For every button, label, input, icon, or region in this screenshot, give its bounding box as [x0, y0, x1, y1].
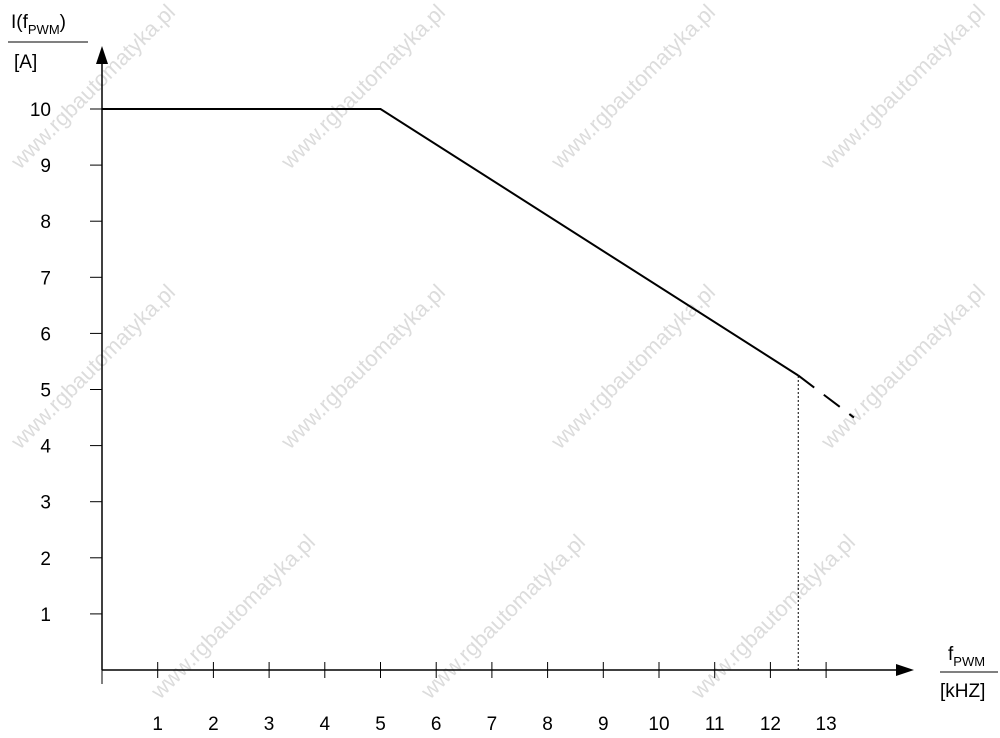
watermark-text: www.rgbautomatyka.pl — [545, 0, 720, 174]
y-axis-title-main: I(f — [11, 12, 29, 33]
watermark-text: www.rgbautomatyka.pl — [275, 279, 450, 454]
watermark-text: www.rgbautomatyka.pl — [545, 279, 720, 454]
y-axis-unit: [A] — [14, 52, 37, 73]
y-axis-title: I(fPWM) — [11, 12, 66, 37]
y-tick-label: 3 — [40, 493, 51, 514]
x-tick-label: 5 — [375, 714, 386, 735]
x-tick-label: 3 — [264, 714, 275, 735]
x-axis-unit: [kHZ] — [940, 681, 985, 702]
y-tick-label: 4 — [40, 437, 51, 458]
x-tick-label: 8 — [542, 714, 553, 735]
x-tick-label: 13 — [816, 714, 837, 735]
watermark-text: www.rgbautomatyka.pl — [685, 529, 860, 704]
x-tick-label: 9 — [598, 714, 609, 735]
y-tick-label: 5 — [40, 381, 51, 402]
y-tick-label: 10 — [30, 100, 51, 121]
y-tick-label: 6 — [40, 324, 51, 345]
y-axis-title-close: ) — [60, 12, 66, 33]
x-axis-arrow — [896, 664, 914, 676]
y-tick-label: 1 — [40, 605, 51, 626]
y-axis-title-sub: PWM — [28, 22, 60, 37]
y-tick-label: 2 — [40, 549, 51, 570]
current-line-dashed — [797, 374, 855, 419]
x-tick-label: 2 — [208, 714, 219, 735]
watermark-layer: www.rgbautomatyka.pl www.rgbautomatyka.pl… — [5, 0, 990, 704]
x-axis-title-sub: PWM — [953, 654, 985, 669]
x-ticks: 1 2 3 4 5 6 7 8 9 10 11 12 13 — [101, 662, 837, 735]
x-axis-title: fPWM — [948, 644, 985, 669]
x-tick-label: 12 — [760, 714, 781, 735]
watermark-text: www.rgbautomatyka.pl — [815, 279, 990, 454]
x-axis-title-main: f — [948, 644, 954, 665]
x-tick-label: 10 — [648, 714, 669, 735]
series-layer — [102, 108, 855, 419]
x-tick-label: 11 — [705, 714, 725, 735]
x-tick-label: 4 — [320, 714, 331, 735]
watermark-text: www.rgbautomatyka.pl — [5, 279, 180, 454]
watermark-text: www.rgbautomatyka.pl — [275, 0, 450, 174]
y-ticks: 1 2 3 4 5 6 7 8 9 10 — [30, 100, 102, 626]
x-tick-label: 7 — [487, 714, 498, 735]
y-axis-arrow — [96, 46, 108, 64]
watermark-text: www.rgbautomatyka.pl — [815, 0, 990, 174]
watermark-text: www.rgbautomatyka.pl — [145, 529, 320, 704]
y-tick-label: 9 — [40, 156, 51, 177]
x-tick-label: 6 — [431, 714, 442, 735]
y-tick-label: 8 — [40, 212, 51, 233]
x-tick-label: 1 — [152, 714, 163, 735]
y-tick-label: 7 — [40, 268, 51, 289]
axes — [96, 46, 914, 676]
watermark-text: www.rgbautomatyka.pl — [415, 529, 590, 704]
current-line — [102, 108, 799, 377]
